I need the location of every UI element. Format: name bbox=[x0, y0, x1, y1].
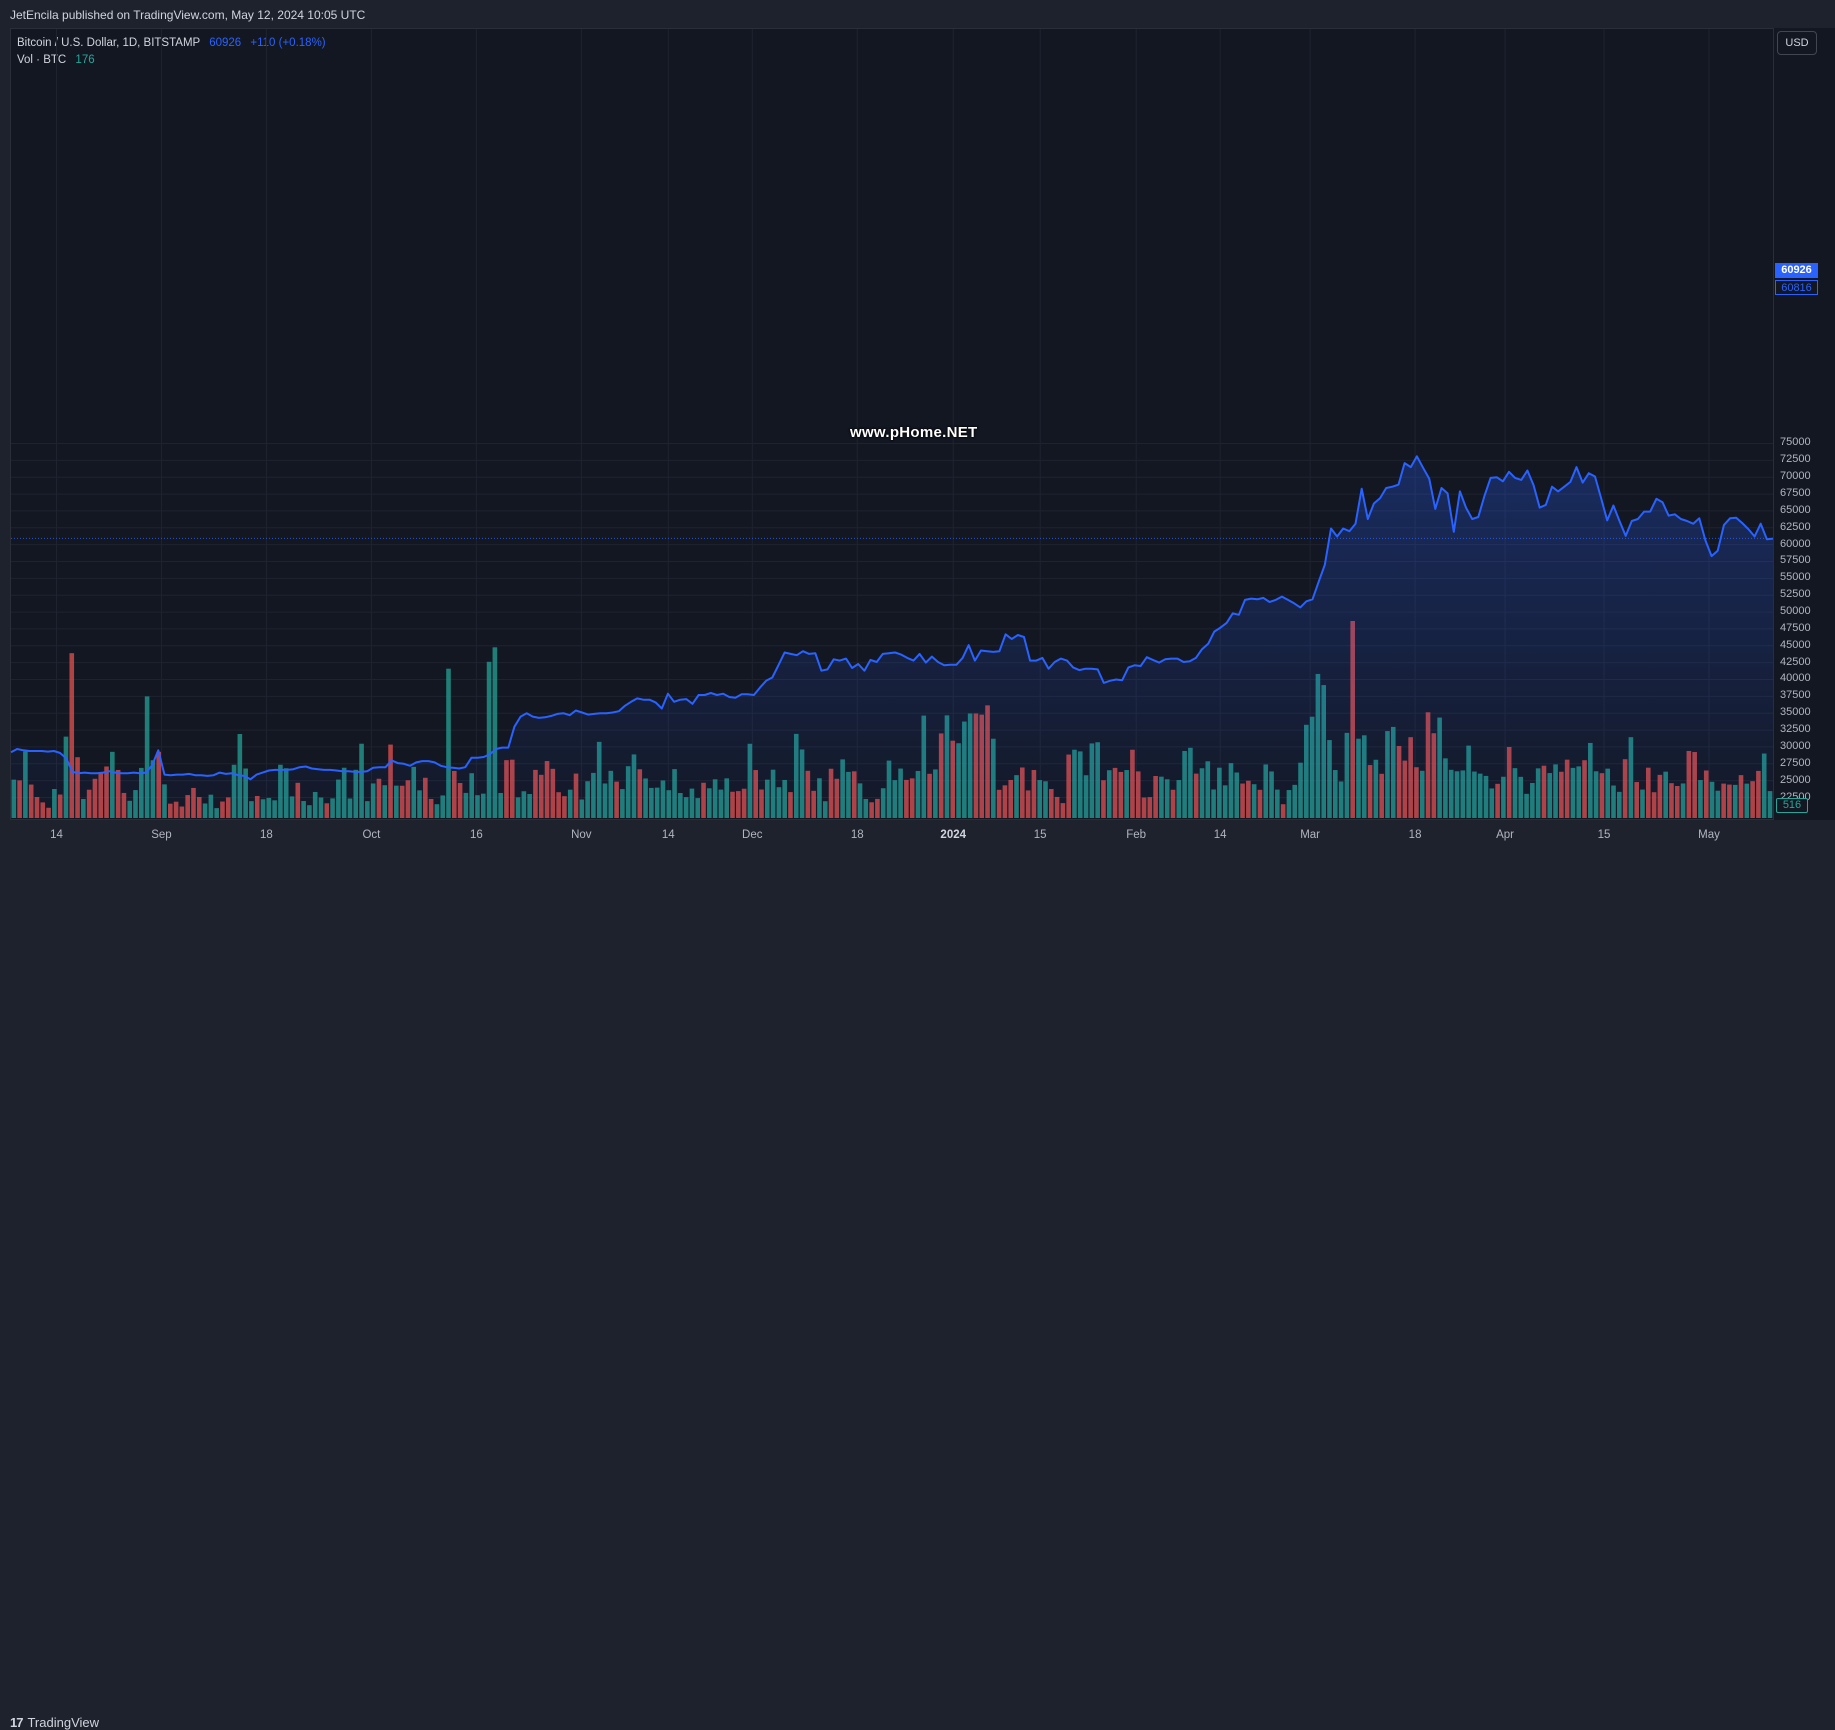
volume-bar bbox=[144, 696, 150, 818]
legend-price: 60926 bbox=[209, 37, 242, 49]
price-axis-label: 55000 bbox=[1780, 571, 1811, 584]
time-axis-label: Oct bbox=[362, 829, 381, 841]
price-axis-label: 35000 bbox=[1780, 706, 1811, 719]
price-axis-label: 30000 bbox=[1780, 739, 1811, 752]
time-axis-label: 18 bbox=[260, 829, 273, 841]
price-axis-label: 67500 bbox=[1780, 487, 1811, 500]
price-axis-label: 75000 bbox=[1780, 436, 1811, 449]
price-chart bbox=[10, 29, 1774, 818]
time-axis-label: 18 bbox=[1408, 829, 1422, 841]
legend-change: +110 (+0.18%) bbox=[250, 37, 326, 49]
time-axis-label: 14 bbox=[661, 829, 675, 841]
top-bar: JetEncila published on TradingView.com, … bbox=[0, 0, 1835, 28]
time-axis-label: Sep bbox=[151, 829, 172, 841]
time-axis-label: Nov bbox=[571, 829, 592, 841]
time-axis-label: 14 bbox=[50, 829, 63, 841]
price-axis-label: 72500 bbox=[1780, 453, 1811, 466]
price-axis[interactable] bbox=[1774, 28, 1835, 820]
time-axis-label: 15 bbox=[1597, 829, 1611, 841]
previous-close-tag: 60816 bbox=[1775, 280, 1818, 295]
legend-main-row: Bitcoin / U.S. Dollar, 1D, BITSTAMP 6092… bbox=[17, 35, 326, 52]
volume-tag: 516 bbox=[1776, 798, 1808, 813]
time-axis-label: 16 bbox=[469, 829, 483, 841]
price-axis-label: 40000 bbox=[1780, 672, 1811, 685]
last-price-tag: 60926 bbox=[1775, 263, 1818, 278]
price-axis-label: 70000 bbox=[1780, 470, 1811, 483]
symbol-title[interactable]: Bitcoin / U.S. Dollar, 1D, BITSTAMP bbox=[17, 37, 200, 49]
time-axis-label: Feb bbox=[1126, 829, 1147, 841]
time-axis-label: 2024 bbox=[940, 829, 967, 841]
footer: 17 TradingView bbox=[0, 856, 1835, 1730]
time-axis-label: 15 bbox=[1033, 829, 1047, 841]
time-axis-label: Dec bbox=[742, 829, 763, 841]
volume-value: 176 bbox=[75, 54, 95, 66]
legend: Bitcoin / U.S. Dollar, 1D, BITSTAMP 6092… bbox=[17, 35, 326, 69]
volume-bar bbox=[492, 647, 498, 818]
price-axis-label: 45000 bbox=[1780, 638, 1811, 651]
price-axis-label: 32500 bbox=[1780, 723, 1811, 736]
time-axis-label: 18 bbox=[850, 829, 864, 841]
brand-name: TradingView bbox=[27, 1715, 100, 1730]
price-axis-label: 52500 bbox=[1780, 588, 1811, 601]
price-axis-label: 60000 bbox=[1780, 537, 1811, 550]
tradingview-logo[interactable]: 17 TradingView bbox=[10, 1715, 99, 1730]
volume-bar bbox=[446, 668, 451, 818]
price-axis-label: 42500 bbox=[1780, 655, 1811, 668]
legend-volume-row: Vol · BTC 176 bbox=[17, 52, 326, 69]
price-axis-label: 62500 bbox=[1780, 520, 1811, 533]
price-axis-label: 47500 bbox=[1780, 621, 1811, 634]
time-axis-label: May bbox=[1698, 829, 1720, 841]
time-axis-label: Mar bbox=[1300, 829, 1321, 841]
currency-button[interactable]: USD bbox=[1777, 31, 1817, 55]
price-line bbox=[10, 455, 1774, 781]
volume-label[interactable]: Vol · BTC bbox=[17, 54, 67, 66]
price-area-fill bbox=[11, 456, 1773, 818]
price-axis-label: 65000 bbox=[1780, 503, 1811, 516]
volume-bar bbox=[486, 661, 492, 818]
price-axis-label: 25000 bbox=[1780, 773, 1811, 786]
published-text: JetEncila published on TradingView.com, … bbox=[10, 8, 366, 22]
tradingview-logo-icon: 17 bbox=[10, 1715, 24, 1730]
watermark-text: www.pHome.NET bbox=[850, 424, 978, 441]
price-axis-label: 57500 bbox=[1780, 554, 1811, 567]
volume-bar bbox=[69, 653, 75, 818]
price-axis-label: 50000 bbox=[1780, 605, 1811, 618]
time-axis-label: Apr bbox=[1496, 829, 1514, 841]
time-axis-label: 14 bbox=[1213, 829, 1227, 841]
price-axis-label: 27500 bbox=[1780, 756, 1811, 769]
price-axis-label: 37500 bbox=[1780, 689, 1811, 702]
